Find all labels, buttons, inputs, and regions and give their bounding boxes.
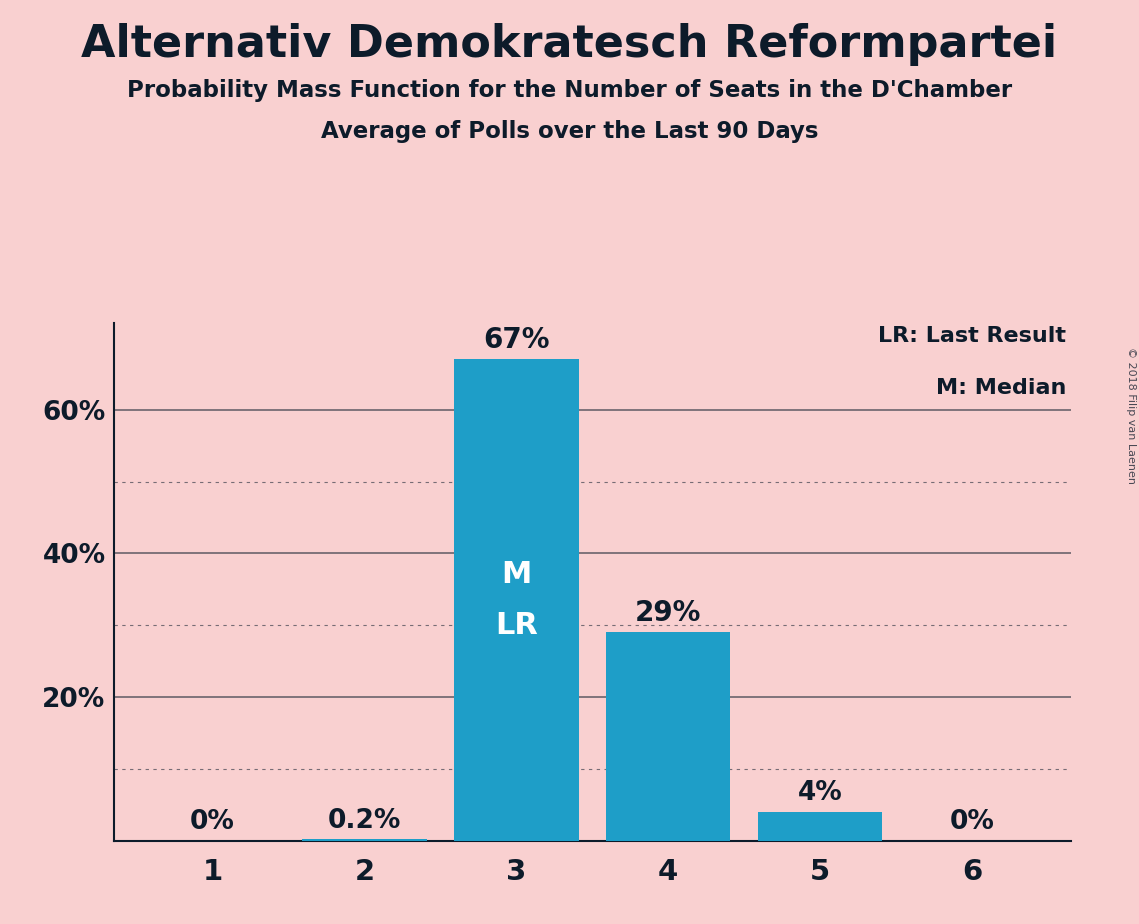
Text: 0.2%: 0.2%: [328, 808, 401, 833]
Bar: [606, 632, 730, 841]
Text: Average of Polls over the Last 90 Days: Average of Polls over the Last 90 Days: [321, 120, 818, 143]
Text: 29%: 29%: [636, 599, 702, 626]
Text: 0%: 0%: [190, 809, 235, 835]
Text: 0%: 0%: [950, 809, 994, 835]
Text: 4%: 4%: [797, 781, 843, 807]
Text: Probability Mass Function for the Number of Seats in the D'Chamber: Probability Mass Function for the Number…: [126, 79, 1013, 102]
Bar: [454, 359, 579, 841]
Text: M: M: [501, 561, 532, 590]
Text: M: Median: M: Median: [935, 378, 1066, 397]
Bar: [302, 839, 427, 841]
Text: 67%: 67%: [483, 325, 550, 354]
Text: LR: LR: [495, 611, 538, 639]
Text: LR: Last Result: LR: Last Result: [878, 326, 1066, 346]
Text: © 2018 Filip van Laenen: © 2018 Filip van Laenen: [1126, 347, 1136, 484]
Bar: [757, 812, 883, 841]
Text: Alternativ Demokratesch Reformpartei: Alternativ Demokratesch Reformpartei: [81, 23, 1058, 67]
